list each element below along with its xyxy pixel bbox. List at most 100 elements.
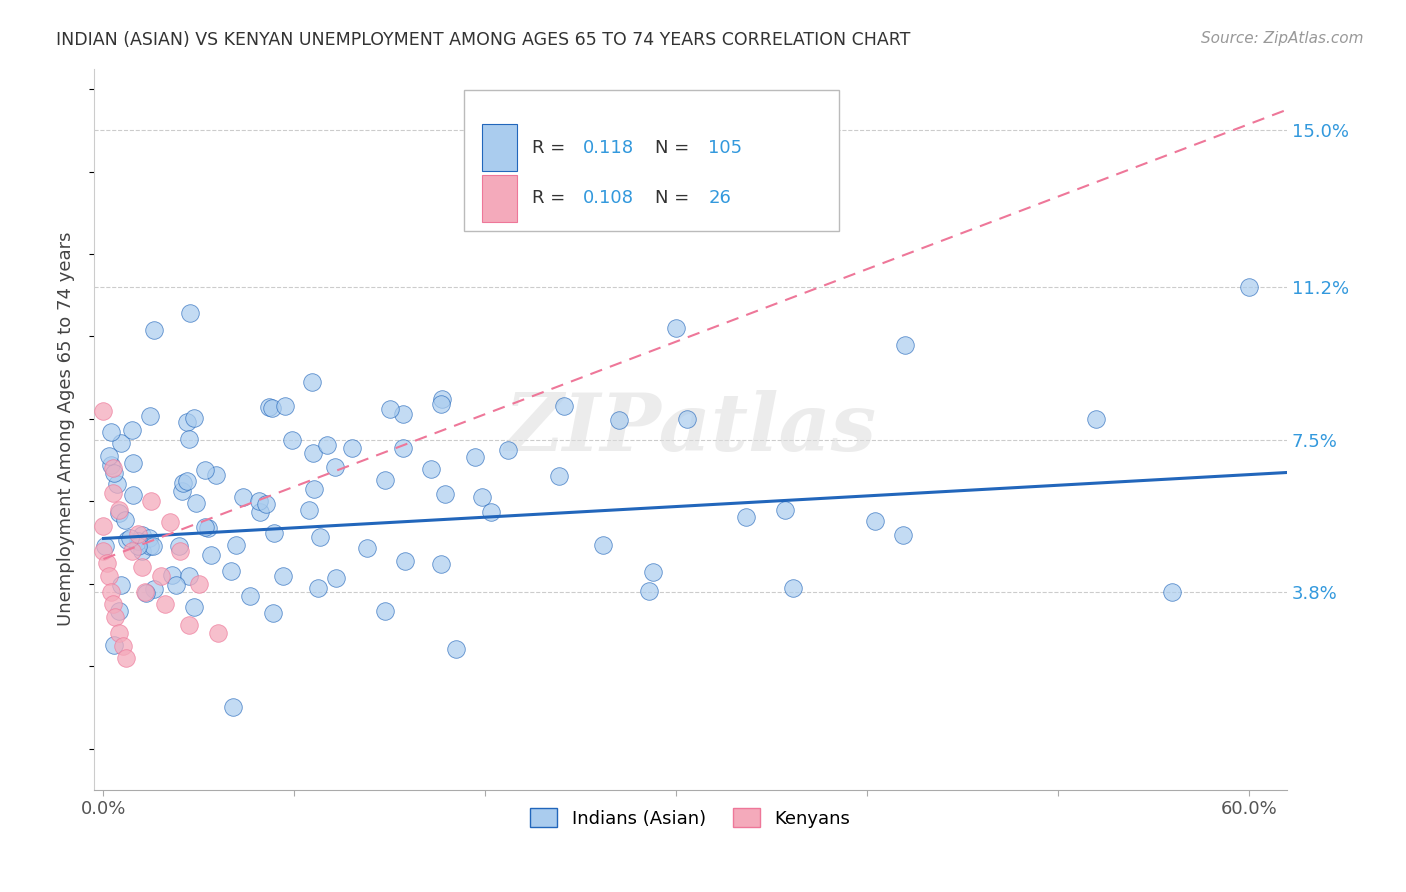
Point	[643, 565, 665, 579]
Point	[665, 321, 688, 335]
Point	[260, 401, 283, 416]
Point	[98, 450, 121, 464]
Point	[110, 578, 132, 592]
Point	[865, 514, 887, 528]
Point	[101, 461, 124, 475]
Point	[100, 425, 122, 439]
Point	[434, 487, 457, 501]
Point	[107, 604, 129, 618]
Point	[103, 466, 125, 480]
Point	[323, 460, 346, 475]
Point	[430, 397, 453, 411]
Point	[225, 538, 247, 552]
Point	[302, 482, 325, 496]
Point	[96, 556, 118, 570]
Text: 105: 105	[709, 139, 742, 157]
Point	[391, 407, 413, 421]
Point	[298, 503, 321, 517]
Point	[110, 436, 132, 450]
Point	[394, 554, 416, 568]
Point	[773, 503, 796, 517]
Text: 26: 26	[709, 189, 731, 207]
Point	[115, 651, 138, 665]
Point	[548, 468, 571, 483]
FancyBboxPatch shape	[482, 175, 517, 222]
Point	[782, 581, 804, 595]
Point	[254, 498, 277, 512]
Point	[249, 505, 271, 519]
Point	[179, 306, 201, 320]
Point	[184, 496, 207, 510]
Point	[122, 488, 145, 502]
Point	[420, 462, 443, 476]
Point	[135, 586, 157, 600]
Point	[160, 568, 183, 582]
Point	[194, 462, 217, 476]
Text: R =: R =	[531, 139, 571, 157]
Point	[176, 415, 198, 429]
Point	[131, 544, 153, 558]
Point	[1161, 585, 1184, 599]
Point	[177, 569, 200, 583]
Point	[134, 585, 156, 599]
Point	[93, 519, 115, 533]
Point	[592, 538, 614, 552]
Point	[430, 558, 453, 572]
Point	[307, 581, 329, 595]
Point	[479, 505, 502, 519]
Point	[121, 456, 143, 470]
Point	[127, 539, 149, 553]
Point	[108, 507, 131, 521]
Point	[131, 528, 153, 542]
Point	[471, 490, 494, 504]
Point	[172, 476, 194, 491]
Point	[325, 571, 347, 585]
Point	[107, 626, 129, 640]
Point	[153, 598, 176, 612]
Point	[432, 392, 454, 406]
Point	[103, 639, 125, 653]
Point	[464, 450, 486, 464]
Point	[142, 539, 165, 553]
Point	[183, 410, 205, 425]
Point	[271, 569, 294, 583]
Point	[638, 584, 661, 599]
Point	[121, 423, 143, 437]
Point	[257, 400, 280, 414]
Point	[553, 399, 575, 413]
Point	[342, 442, 364, 456]
Point	[735, 510, 758, 524]
Point	[98, 568, 121, 582]
Point	[172, 484, 194, 499]
Point	[138, 531, 160, 545]
Point	[273, 399, 295, 413]
Point	[165, 578, 187, 592]
Point	[93, 539, 115, 553]
FancyBboxPatch shape	[482, 124, 517, 171]
Point	[143, 323, 166, 337]
Point	[1237, 280, 1260, 294]
Text: 0.108: 0.108	[583, 189, 634, 207]
Point	[444, 642, 467, 657]
Text: N =: N =	[655, 139, 695, 157]
Point	[239, 590, 262, 604]
Point	[1085, 411, 1108, 425]
Point	[197, 520, 219, 534]
Point	[496, 442, 519, 457]
Text: 0.118: 0.118	[583, 139, 634, 157]
Point	[121, 544, 143, 558]
Point	[676, 412, 699, 426]
Point	[356, 541, 378, 555]
Point	[894, 337, 917, 351]
Point	[200, 548, 222, 562]
Point	[205, 467, 228, 482]
Point	[93, 544, 115, 558]
Text: R =: R =	[531, 189, 571, 207]
Point	[104, 609, 127, 624]
Point	[374, 474, 396, 488]
Point	[169, 544, 191, 558]
Point	[222, 700, 245, 714]
Point	[101, 598, 124, 612]
Point	[301, 446, 323, 460]
Point	[100, 458, 122, 472]
